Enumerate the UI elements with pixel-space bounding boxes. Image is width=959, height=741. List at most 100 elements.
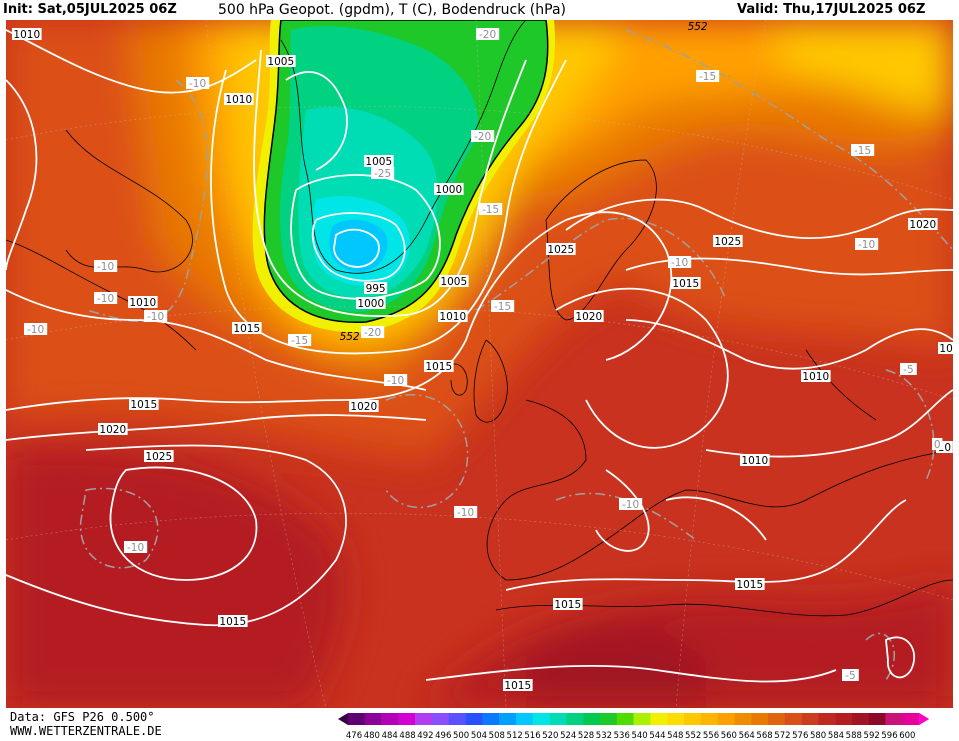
svg-text:-20: -20	[364, 327, 381, 339]
temperature-label: -10	[94, 260, 118, 273]
colorbar-tick-label: 492	[417, 731, 433, 741]
colorbar-tick-label: 560	[721, 731, 737, 741]
colorbar-swatch	[616, 713, 634, 725]
colorbar-tick-label: 588	[846, 731, 862, 741]
colorbar-swatch	[364, 713, 382, 725]
colorbar-ticks: 476 480 484 488 492 496 500 504 508 512 516 520 524 5…	[346, 731, 916, 741]
init-time: Init: Sat,05JUL2025 06Z	[3, 2, 177, 17]
colorbar-tick-label: 568	[756, 731, 772, 741]
coastlines	[6, 20, 953, 617]
svg-text:1015: 1015	[736, 579, 763, 591]
svg-text:-20: -20	[474, 131, 491, 143]
colorbar-swatch	[835, 713, 853, 725]
temperature-label: -15	[491, 300, 515, 313]
temperature-label: -10	[619, 498, 643, 511]
credits: Data: GFS P26 0.500° WWW.WETTERZENTRALE.…	[10, 710, 162, 738]
colorbar-swatch	[818, 713, 836, 725]
svg-text:1025: 1025	[714, 236, 741, 248]
svg-text:1010: 1010	[741, 455, 768, 467]
colorbar-tick-label: 576	[792, 731, 808, 741]
colorbar-tick-label: 528	[578, 731, 594, 741]
colorbar-tick-label: 596	[881, 731, 897, 741]
svg-text:552: 552	[688, 21, 708, 33]
svg-text:-15: -15	[482, 204, 499, 216]
temperature-label: -10	[855, 238, 879, 251]
geopotential-label: 552	[340, 331, 360, 343]
colorbar-tick-label: 536	[614, 731, 630, 741]
pressure-label: 1025	[546, 243, 576, 256]
pressure-label: 1010	[938, 342, 953, 355]
colorbar-swatch	[734, 713, 752, 725]
svg-text:1005: 1005	[267, 56, 294, 68]
colorbar-tick-label: 600	[899, 731, 915, 741]
svg-text:1015: 1015	[504, 680, 531, 692]
colorbar-swatch	[600, 713, 617, 725]
svg-text:1010: 1010	[802, 371, 829, 383]
colorbar-swatch	[415, 713, 433, 725]
colorbar-tick-label: 480	[364, 731, 380, 741]
colorbar-swatch	[583, 713, 601, 725]
pressure-label: 1000	[434, 183, 464, 196]
colorbar-tick-label: 476	[346, 731, 362, 741]
pressure-label: 1005	[364, 155, 394, 168]
temperature-label: -5	[900, 363, 917, 376]
svg-text:1010: 1010	[939, 343, 953, 355]
colorbar-swatch	[885, 713, 903, 725]
colorbar-swatches	[338, 713, 930, 725]
temperature-label: -10	[454, 506, 478, 519]
svg-text:1015: 1015	[130, 399, 157, 411]
contour-536	[329, 219, 388, 272]
pressure-label: 1020	[908, 218, 938, 231]
svg-text:1025: 1025	[547, 244, 574, 256]
temperature-label: 0	[932, 438, 943, 451]
colorbar-swatch	[751, 713, 769, 725]
svg-text:0: 0	[934, 439, 941, 451]
colorbar-swatch	[684, 713, 701, 725]
colorbar-tick-label: 512	[507, 731, 523, 741]
colorbar-tick-label: 516	[524, 731, 540, 741]
svg-text:1020: 1020	[350, 401, 377, 413]
valid-time: Valid: Thu,17JUL2025 06Z	[737, 2, 926, 17]
colorbar-tick-label: 496	[435, 731, 451, 741]
colorbar-swatch	[348, 713, 365, 725]
pressure-label: 1010	[12, 28, 42, 41]
colorbar-tick-label: 484	[382, 731, 398, 741]
data-source: Data: GFS P26 0.500°	[10, 710, 155, 724]
svg-text:1020: 1020	[99, 424, 126, 436]
colorbar-tick-label: 556	[703, 731, 719, 741]
colorbar-swatch	[667, 713, 685, 725]
svg-text:-15: -15	[854, 145, 871, 157]
colorbar-tick-label: 488	[399, 731, 415, 741]
colorbar-swatch	[532, 713, 550, 725]
svg-text:-15: -15	[291, 335, 308, 347]
temperature-label: -15	[851, 144, 875, 157]
pressure-label: 1025	[144, 450, 174, 463]
colorbar-tick-label: 552	[685, 731, 701, 741]
pressure-label: 1010	[740, 454, 770, 467]
svg-text:-10: -10	[622, 499, 639, 511]
colorbar-swatch	[398, 713, 416, 725]
pressure-label: 1020	[98, 423, 128, 436]
pressure-label: 1020	[349, 400, 379, 413]
pressure-label: 1015	[735, 578, 765, 591]
svg-text:1015: 1015	[672, 278, 699, 290]
svg-text:1000: 1000	[357, 298, 384, 310]
svg-text:1020: 1020	[575, 311, 602, 323]
temperature-label: -15	[479, 203, 503, 216]
temperature-label: -10	[94, 292, 118, 305]
svg-text:1005: 1005	[365, 156, 392, 168]
pressure-label: 1010	[438, 310, 468, 323]
colorbar-swatch	[549, 713, 567, 725]
colorbar-swatch	[465, 713, 483, 725]
svg-text:-10: -10	[97, 293, 114, 305]
colorbar-swatch	[448, 713, 466, 725]
pressure-label: 1015	[424, 360, 454, 373]
colorbar-swatch	[700, 713, 718, 725]
temperature-label: -20	[471, 130, 495, 143]
colorbar-tick-label: 540	[631, 731, 647, 741]
temperature-label: -20	[476, 28, 500, 41]
svg-text:552: 552	[340, 331, 360, 343]
colorbar-arrow-left	[338, 713, 348, 725]
colorbar-tick-label: 508	[489, 731, 505, 741]
temperature-label: -25	[371, 167, 395, 180]
